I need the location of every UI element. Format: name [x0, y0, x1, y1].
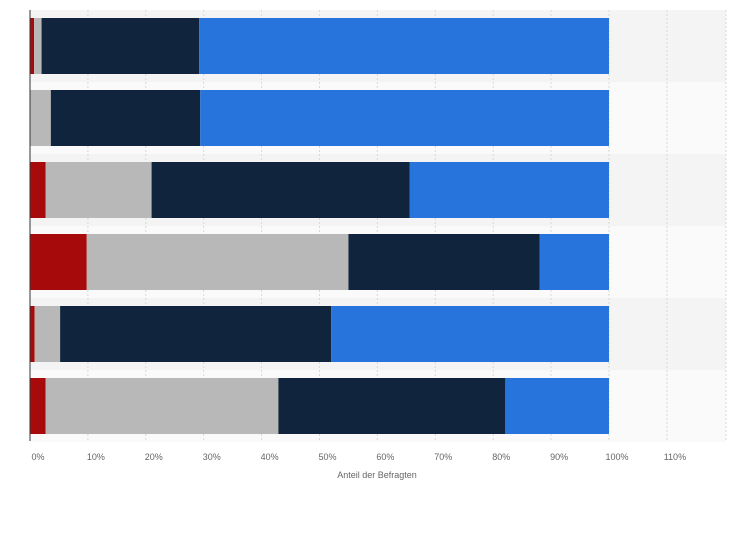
x-tick-label: 70% — [434, 452, 452, 462]
bar-segment-4-1[interactable] — [30, 234, 87, 290]
bar-segment-3-4[interactable] — [409, 162, 609, 218]
x-axis-label: Anteil der Befragten — [337, 470, 417, 480]
bar-segment-6-2[interactable] — [45, 378, 279, 434]
bar-segment-3-1[interactable] — [30, 162, 46, 218]
x-tick-label: 20% — [145, 452, 163, 462]
x-tick-label: 60% — [376, 452, 394, 462]
x-tick-label: 100% — [605, 452, 628, 462]
bar-segment-5-1[interactable] — [30, 306, 35, 362]
x-tick-label: 10% — [87, 452, 105, 462]
x-tick-label: 0% — [31, 452, 44, 462]
x-tick-label: 110% — [664, 452, 686, 462]
bar-segment-3-2[interactable] — [45, 162, 152, 218]
x-tick-label: 80% — [492, 452, 510, 462]
row-bands — [30, 10, 726, 442]
x-tick-label: 90% — [550, 452, 568, 462]
bar-segment-3-3[interactable] — [151, 162, 410, 218]
x-tick-label: 30% — [203, 452, 221, 462]
bar-segment-1-3[interactable] — [41, 18, 200, 74]
bar-segment-2-3[interactable] — [50, 90, 201, 146]
bar-segment-6-1[interactable] — [30, 378, 46, 434]
x-tick-label: 40% — [261, 452, 279, 462]
bar-segment-5-3[interactable] — [60, 306, 332, 362]
bar-segment-5-2[interactable] — [34, 306, 61, 362]
bar-segment-1-4[interactable] — [199, 18, 609, 74]
bar-segment-4-4[interactable] — [539, 234, 609, 290]
bar-segment-2-2[interactable] — [30, 90, 51, 146]
bars — [30, 18, 609, 434]
bar-segment-4-3[interactable] — [348, 234, 540, 290]
bar-segment-6-4[interactable] — [505, 378, 609, 434]
bar-segment-5-4[interactable] — [331, 306, 609, 362]
x-tick-labels: 0% 10% 20% 30% 40% 50% 60% 70% 80% 90% 100% 110% — [31, 452, 686, 462]
x-tick-label: 50% — [318, 452, 336, 462]
bar-segment-6-3[interactable] — [278, 378, 506, 434]
bar-segment-2-4[interactable] — [200, 90, 609, 146]
bar-segment-1-1[interactable] — [30, 18, 35, 74]
bar-segment-1-2[interactable] — [34, 18, 42, 74]
bar-segment-4-2[interactable] — [86, 234, 349, 290]
